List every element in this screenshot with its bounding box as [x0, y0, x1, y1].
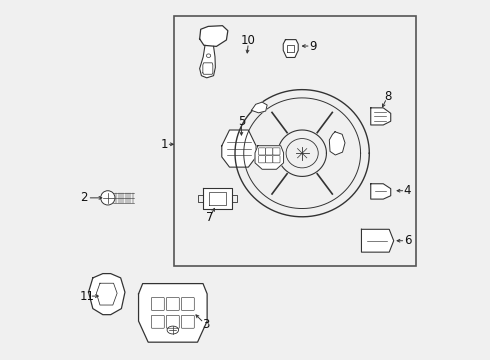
FancyBboxPatch shape [273, 148, 280, 155]
FancyBboxPatch shape [259, 156, 266, 163]
Text: 6: 6 [404, 234, 411, 247]
Circle shape [100, 191, 115, 205]
Polygon shape [199, 26, 228, 46]
Polygon shape [199, 45, 215, 78]
Polygon shape [362, 229, 393, 252]
FancyBboxPatch shape [167, 315, 179, 328]
FancyBboxPatch shape [266, 148, 273, 155]
FancyBboxPatch shape [151, 315, 164, 328]
Polygon shape [329, 132, 345, 155]
Polygon shape [371, 108, 391, 125]
FancyBboxPatch shape [273, 156, 280, 163]
Text: 1: 1 [161, 138, 169, 151]
Text: 10: 10 [241, 34, 256, 47]
FancyBboxPatch shape [173, 16, 416, 266]
FancyBboxPatch shape [181, 297, 194, 310]
Polygon shape [139, 284, 207, 342]
Text: 8: 8 [384, 90, 392, 103]
Text: 7: 7 [205, 211, 213, 224]
Polygon shape [203, 188, 232, 209]
Text: 3: 3 [202, 318, 209, 331]
Polygon shape [255, 146, 284, 169]
Polygon shape [283, 40, 298, 58]
Text: 2: 2 [80, 192, 88, 204]
Polygon shape [89, 274, 125, 315]
Text: 11: 11 [79, 289, 95, 303]
FancyBboxPatch shape [151, 297, 164, 310]
FancyBboxPatch shape [259, 148, 266, 155]
Polygon shape [251, 102, 267, 113]
FancyBboxPatch shape [181, 315, 194, 328]
Polygon shape [371, 184, 391, 199]
Text: 5: 5 [238, 114, 245, 127]
FancyBboxPatch shape [266, 156, 273, 163]
Polygon shape [222, 130, 256, 167]
Text: 9: 9 [309, 40, 317, 53]
Text: 4: 4 [404, 184, 411, 197]
FancyBboxPatch shape [167, 297, 179, 310]
